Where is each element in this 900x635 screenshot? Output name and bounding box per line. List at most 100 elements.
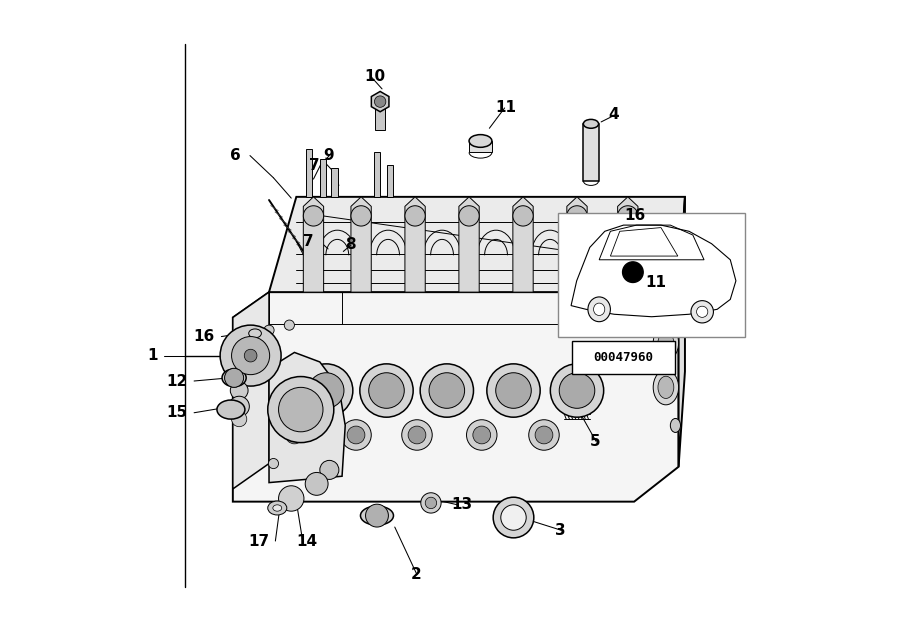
Circle shape (278, 387, 323, 432)
Circle shape (220, 325, 281, 386)
Circle shape (401, 420, 432, 450)
Text: 7: 7 (302, 234, 313, 249)
Text: 17: 17 (248, 533, 269, 549)
Circle shape (466, 420, 497, 450)
Circle shape (341, 420, 372, 450)
Text: 5: 5 (590, 434, 600, 449)
Circle shape (550, 364, 604, 417)
Circle shape (487, 364, 540, 417)
Text: 3: 3 (554, 523, 565, 538)
Circle shape (472, 426, 490, 444)
Circle shape (229, 396, 249, 417)
Polygon shape (679, 197, 685, 467)
Circle shape (305, 472, 328, 495)
Ellipse shape (593, 303, 605, 316)
Text: 8: 8 (346, 237, 356, 252)
Bar (306, 149, 312, 197)
Bar (331, 168, 338, 197)
Ellipse shape (361, 506, 393, 525)
Ellipse shape (469, 135, 492, 147)
Bar (386, 165, 392, 197)
Bar (558, 213, 745, 337)
Ellipse shape (268, 501, 287, 515)
Ellipse shape (658, 376, 674, 399)
Circle shape (536, 426, 553, 444)
Ellipse shape (653, 325, 679, 360)
Circle shape (347, 426, 365, 444)
Circle shape (567, 206, 587, 226)
Bar (469, 141, 492, 152)
Circle shape (374, 96, 386, 107)
Circle shape (669, 290, 686, 307)
Text: 15: 15 (166, 405, 188, 420)
Circle shape (231, 337, 270, 375)
Text: 9: 9 (323, 148, 334, 163)
Text: 1: 1 (148, 348, 157, 363)
Circle shape (268, 377, 334, 443)
Text: 14: 14 (296, 533, 318, 549)
Polygon shape (372, 91, 389, 112)
Bar (375, 100, 385, 130)
Circle shape (351, 206, 372, 226)
Circle shape (303, 206, 324, 226)
Circle shape (225, 368, 244, 387)
Circle shape (369, 373, 404, 408)
Circle shape (559, 373, 595, 408)
Circle shape (425, 497, 436, 509)
Ellipse shape (670, 418, 680, 432)
Circle shape (365, 504, 389, 527)
Polygon shape (269, 352, 346, 483)
Circle shape (421, 493, 441, 513)
Polygon shape (405, 197, 425, 292)
Circle shape (623, 262, 644, 283)
Text: 12: 12 (166, 373, 188, 389)
Bar (583, 124, 599, 181)
Circle shape (617, 206, 638, 226)
Polygon shape (631, 220, 639, 227)
Ellipse shape (217, 400, 245, 419)
Ellipse shape (691, 300, 714, 323)
Circle shape (493, 497, 534, 538)
Circle shape (309, 373, 344, 408)
Circle shape (230, 382, 248, 399)
Text: 10: 10 (364, 69, 385, 84)
Circle shape (279, 420, 310, 450)
Ellipse shape (697, 306, 707, 318)
Polygon shape (459, 197, 479, 292)
Circle shape (244, 349, 257, 362)
Circle shape (231, 411, 247, 427)
Polygon shape (269, 197, 685, 292)
Ellipse shape (658, 331, 674, 354)
Polygon shape (303, 197, 324, 292)
Circle shape (459, 206, 479, 226)
Circle shape (264, 325, 274, 335)
Text: 7: 7 (310, 157, 320, 173)
Circle shape (408, 426, 426, 444)
Text: 16: 16 (625, 208, 646, 224)
Bar (320, 159, 326, 197)
Text: 16: 16 (194, 329, 215, 344)
Text: 4: 4 (608, 107, 619, 122)
Ellipse shape (653, 370, 679, 405)
Bar (374, 152, 380, 197)
Ellipse shape (583, 119, 599, 128)
Circle shape (300, 364, 353, 417)
Polygon shape (351, 197, 372, 292)
Text: 11: 11 (496, 100, 517, 116)
Circle shape (279, 486, 304, 511)
Circle shape (528, 420, 559, 450)
Polygon shape (617, 197, 638, 292)
Circle shape (662, 283, 693, 314)
Polygon shape (233, 292, 269, 489)
Circle shape (268, 458, 279, 469)
Bar (572, 341, 675, 374)
Text: 6: 6 (230, 148, 240, 163)
Polygon shape (233, 292, 679, 502)
Circle shape (284, 320, 294, 330)
Polygon shape (513, 197, 533, 292)
Circle shape (285, 426, 303, 444)
Text: 2: 2 (410, 567, 421, 582)
Circle shape (513, 206, 533, 226)
Text: 11: 11 (645, 275, 667, 290)
Polygon shape (567, 197, 587, 292)
